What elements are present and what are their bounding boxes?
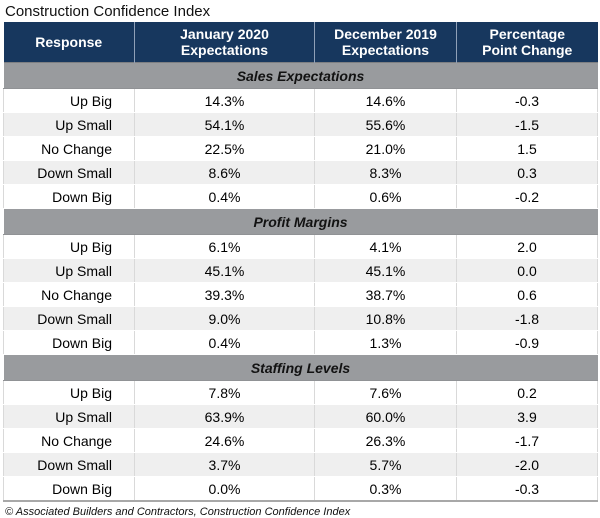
table-row: Down Big 0.4% 1.3% -0.9 xyxy=(3,330,598,355)
response-cell: No Change xyxy=(3,282,135,307)
table-row: Up Big 14.3% 14.6% -0.3 xyxy=(3,88,598,113)
dec-2019-cell: 14.6% xyxy=(314,88,457,113)
response-cell: Down Big xyxy=(3,476,135,502)
response-cell: Down Small xyxy=(3,452,135,477)
table-row: No Change 22.5% 21.0% 1.5 xyxy=(3,136,598,161)
pct-change-cell: 2.0 xyxy=(456,234,598,259)
table-row: Up Small 45.1% 45.1% 0.0 xyxy=(3,258,598,283)
response-cell: Up Small xyxy=(3,112,135,137)
response-cell: Down Small xyxy=(3,306,135,331)
column-header-response: Response xyxy=(3,22,135,63)
pct-change-cell: -0.9 xyxy=(456,330,598,355)
table-row: Down Small 8.6% 8.3% 0.3 xyxy=(3,160,598,185)
confidence-index-table: Response January 2020 Expectations Decem… xyxy=(3,22,598,502)
response-cell: Down Big xyxy=(3,330,135,355)
jan-2020-cell: 45.1% xyxy=(134,258,315,283)
column-header-pct-change: Percentage Point Change xyxy=(456,22,598,63)
dec-2019-cell: 26.3% xyxy=(314,428,457,453)
table-row: Down Big 0.0% 0.3% -0.3 xyxy=(3,476,598,502)
jan-2020-cell: 54.1% xyxy=(134,112,315,137)
dec-2019-cell: 5.7% xyxy=(314,452,457,477)
table-row: No Change 24.6% 26.3% -1.7 xyxy=(3,428,598,453)
section-title: Staffing Levels xyxy=(3,354,598,381)
jan-2020-cell: 6.1% xyxy=(134,234,315,259)
table-row: Down Small 3.7% 5.7% -2.0 xyxy=(3,452,598,477)
jan-2020-cell: 7.8% xyxy=(134,380,315,405)
pct-change-cell: -1.8 xyxy=(456,306,598,331)
response-cell: Up Big xyxy=(3,380,135,405)
dec-2019-cell: 0.3% xyxy=(314,476,457,502)
table-header-row: Response January 2020 Expectations Decem… xyxy=(3,22,598,63)
section-band-row: Staffing Levels xyxy=(3,354,598,381)
pct-change-cell: 0.3 xyxy=(456,160,598,185)
section-title: Sales Expectations xyxy=(3,62,598,89)
table-row: Up Small 54.1% 55.6% -1.5 xyxy=(3,112,598,137)
response-cell: Down Big xyxy=(3,184,135,209)
pct-change-cell: 0.6 xyxy=(456,282,598,307)
section-title: Profit Margins xyxy=(3,208,598,235)
response-cell: No Change xyxy=(3,136,135,161)
pct-change-cell: -1.5 xyxy=(456,112,598,137)
pct-change-cell: -0.2 xyxy=(456,184,598,209)
pct-change-cell: -1.7 xyxy=(456,428,598,453)
table-row: Down Small 9.0% 10.8% -1.8 xyxy=(3,306,598,331)
pct-change-cell: 3.9 xyxy=(456,404,598,429)
jan-2020-cell: 39.3% xyxy=(134,282,315,307)
table-row: Up Big 6.1% 4.1% 2.0 xyxy=(3,234,598,259)
dec-2019-cell: 1.3% xyxy=(314,330,457,355)
section-band-row: Sales Expectations xyxy=(3,62,598,89)
jan-2020-cell: 0.4% xyxy=(134,330,315,355)
pct-change-cell: 0.2 xyxy=(456,380,598,405)
response-cell: Up Big xyxy=(3,234,135,259)
pct-change-cell: 1.5 xyxy=(456,136,598,161)
jan-2020-cell: 8.6% xyxy=(134,160,315,185)
dec-2019-cell: 10.8% xyxy=(314,306,457,331)
dec-2019-cell: 7.6% xyxy=(314,380,457,405)
dec-2019-cell: 55.6% xyxy=(314,112,457,137)
jan-2020-cell: 0.0% xyxy=(134,476,315,502)
response-cell: Up Big xyxy=(3,88,135,113)
jan-2020-cell: 22.5% xyxy=(134,136,315,161)
response-cell: Up Small xyxy=(3,258,135,283)
response-cell: No Change xyxy=(3,428,135,453)
table-body: Sales Expectations Up Big 14.3% 14.6% -0.3 Up… xyxy=(3,62,598,502)
dec-2019-cell: 4.1% xyxy=(314,234,457,259)
pct-change-cell: -0.3 xyxy=(456,88,598,113)
dec-2019-cell: 21.0% xyxy=(314,136,457,161)
pct-change-cell: -2.0 xyxy=(456,452,598,477)
column-header-dec-2019: December 2019 Expectations xyxy=(314,22,457,63)
jan-2020-cell: 14.3% xyxy=(134,88,315,113)
response-cell: Down Small xyxy=(3,160,135,185)
pct-change-cell: -0.3 xyxy=(456,476,598,502)
section-band-row: Profit Margins xyxy=(3,208,598,235)
table-row: Up Small 63.9% 60.0% 3.9 xyxy=(3,404,598,429)
jan-2020-cell: 3.7% xyxy=(134,452,315,477)
jan-2020-cell: 0.4% xyxy=(134,184,315,209)
dec-2019-cell: 60.0% xyxy=(314,404,457,429)
table-row: Down Big 0.4% 0.6% -0.2 xyxy=(3,184,598,209)
copyright-note: © Associated Builders and Contractors, C… xyxy=(5,506,351,518)
table-row: No Change 39.3% 38.7% 0.6 xyxy=(3,282,598,307)
dec-2019-cell: 38.7% xyxy=(314,282,457,307)
pct-change-cell: 0.0 xyxy=(456,258,598,283)
page-title: Construction Confidence Index xyxy=(5,3,211,20)
dec-2019-cell: 45.1% xyxy=(314,258,457,283)
response-cell: Up Small xyxy=(3,404,135,429)
jan-2020-cell: 9.0% xyxy=(134,306,315,331)
table-row: Up Big 7.8% 7.6% 0.2 xyxy=(3,380,598,405)
dec-2019-cell: 0.6% xyxy=(314,184,457,209)
jan-2020-cell: 24.6% xyxy=(134,428,315,453)
dec-2019-cell: 8.3% xyxy=(314,160,457,185)
jan-2020-cell: 63.9% xyxy=(134,404,315,429)
column-header-jan-2020: January 2020 Expectations xyxy=(134,22,315,63)
